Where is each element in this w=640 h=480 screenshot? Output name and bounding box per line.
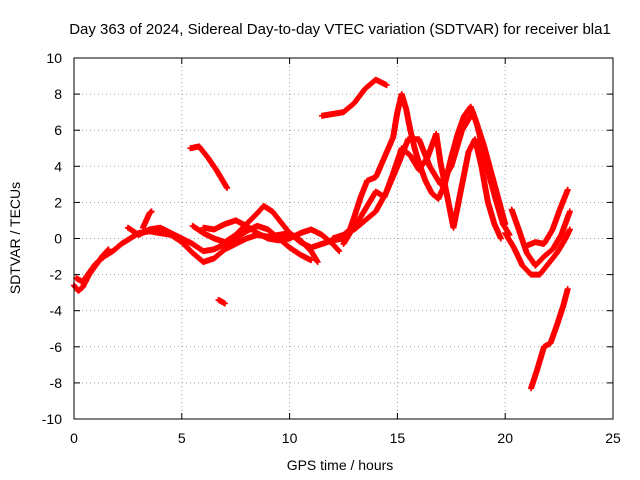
series-markers — [140, 208, 155, 231]
y-tick-label: -4 — [50, 303, 63, 319]
y-tick-label: 6 — [54, 122, 62, 138]
x-tick-label: 20 — [497, 430, 513, 446]
series-arc-9 — [318, 76, 390, 119]
y-tick-label: 0 — [54, 231, 62, 247]
x-tick-label: 10 — [282, 430, 298, 446]
series-arc-14 — [508, 206, 573, 269]
series-markers — [351, 109, 509, 233]
y-axis-label: SDTVAR / TECUs — [7, 182, 23, 294]
x-tick-label: 25 — [605, 430, 621, 446]
y-tick-label: -2 — [50, 267, 63, 283]
series-markers — [187, 143, 231, 191]
y-tick-label: 8 — [54, 86, 62, 102]
series-arc-16 — [528, 286, 571, 392]
series-arc-4 — [140, 208, 155, 231]
chart-title: Day 363 of 2024, Sidereal Day-to-day VTE… — [69, 21, 611, 38]
x-axis-label: GPS time / hours — [287, 457, 394, 473]
series-arc-7 — [187, 143, 231, 191]
y-tick-label: 4 — [54, 158, 62, 174]
series-arc-15 — [523, 186, 571, 249]
y-tick-label: -8 — [50, 375, 63, 391]
series-arc-8 — [215, 296, 228, 307]
y-tick-label: 2 — [54, 194, 62, 210]
series-markers — [528, 286, 571, 392]
y-tick-label: -10 — [42, 411, 62, 427]
y-tick-label: -6 — [50, 339, 63, 355]
x-tick-label: 5 — [178, 430, 186, 446]
series-arc-13 — [502, 226, 573, 278]
data-series — [71, 76, 573, 392]
series-markers — [502, 226, 573, 278]
x-tick-label: 0 — [70, 430, 78, 446]
series-markers — [508, 206, 573, 269]
axis-ticks: 0 5 10 15 20 25 -10 -8 -6 -4 -2 0 2 4 6 8 10 — [42, 50, 621, 446]
y-tick-label: 10 — [46, 50, 62, 66]
series-markers — [200, 217, 343, 255]
x-tick-label: 15 — [390, 430, 406, 446]
series-arc-12 — [351, 109, 509, 233]
series-arc-6 — [200, 217, 343, 255]
series-markers — [523, 186, 571, 249]
series-markers — [318, 76, 390, 119]
series-markers — [215, 296, 228, 307]
